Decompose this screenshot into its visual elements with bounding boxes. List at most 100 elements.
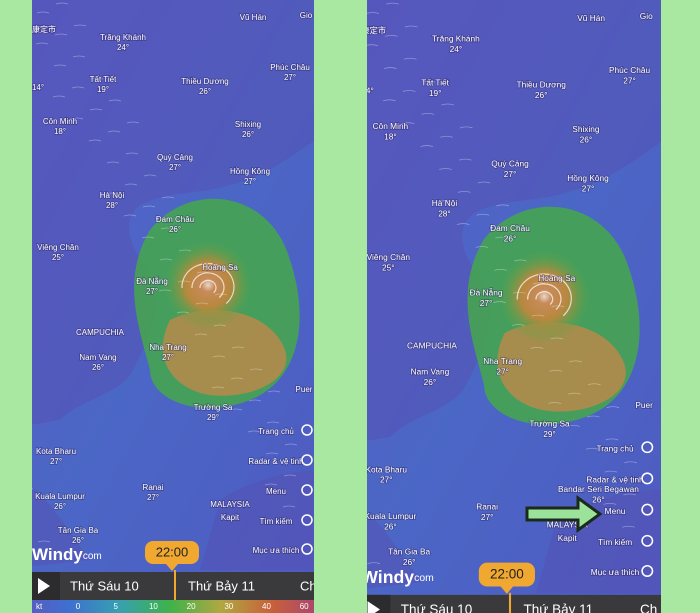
menu-icon[interactable] <box>301 454 313 466</box>
place-name: Gio <box>640 11 653 21</box>
place-name: Hà Nội <box>100 191 125 200</box>
menu-label[interactable]: Menu <box>604 505 627 517</box>
wind-streak <box>161 196 175 199</box>
wind-streak <box>441 103 454 106</box>
place-name: Phúc Châu <box>609 65 651 75</box>
place-temp: 27° <box>284 73 296 82</box>
day-label[interactable]: Thứ Bảy 11 <box>188 578 255 593</box>
wind-streak <box>267 390 281 393</box>
legend-unit: kt <box>36 602 43 611</box>
menu-icon[interactable] <box>641 472 654 485</box>
day-label[interactable]: Thứ Sáu 10 <box>70 578 139 593</box>
logo-domain: com <box>83 551 102 562</box>
wind-streak <box>196 271 210 274</box>
place-temp: 24° <box>117 43 129 52</box>
menu-icon[interactable] <box>641 441 654 454</box>
menu-icon[interactable] <box>641 534 654 547</box>
wind-streak <box>72 55 86 58</box>
wind-streak <box>142 205 156 208</box>
place-temp: 26° <box>242 130 254 139</box>
day-label[interactable]: Ch <box>300 578 317 593</box>
wind-streak <box>367 12 380 14</box>
place-name: Vũ Hán <box>240 13 267 22</box>
legend-stop: 30 <box>224 602 233 611</box>
day-label[interactable]: Thứ Bảy 11 <box>524 602 594 613</box>
place-name: Ranai <box>476 502 498 512</box>
wind-streak <box>476 213 490 216</box>
menu-label[interactable]: Trang chủ <box>257 426 294 437</box>
menu-icon[interactable] <box>301 484 313 496</box>
place-temp: 28° <box>438 208 451 218</box>
time-bubble[interactable] <box>478 562 535 587</box>
place-temp: 27° <box>496 367 509 377</box>
place-name: Puer <box>296 385 313 394</box>
time-bubble[interactable] <box>145 541 199 564</box>
wind-streak <box>247 430 261 433</box>
wind-streak <box>384 67 397 70</box>
wind-streak <box>401 122 415 125</box>
menu-label[interactable]: Menu <box>265 486 287 497</box>
menu-icon[interactable] <box>641 503 654 516</box>
storm <box>497 249 592 344</box>
legend-stop: 5 <box>113 602 118 611</box>
menu-label[interactable]: Mục ưa thích <box>590 566 640 578</box>
wind-streak <box>530 346 544 349</box>
menu-icon[interactable] <box>301 543 313 555</box>
wind-streak <box>54 33 68 36</box>
wind-streak <box>421 112 435 115</box>
day-label[interactable]: Thứ Sáu 10 <box>401 602 472 613</box>
wind-streak <box>623 493 636 496</box>
place-temp: 26° <box>535 90 548 100</box>
play-button[interactable] <box>367 601 380 613</box>
menu-icon[interactable] <box>301 514 313 526</box>
wind-streak <box>587 383 601 386</box>
place-temp: 27° <box>504 169 517 179</box>
wind-streak <box>567 424 580 427</box>
place-name: Kapit <box>558 533 578 543</box>
place-name: Ranai <box>143 483 164 492</box>
menu-label[interactable]: Tìm kiếm <box>597 536 633 548</box>
wind-streak <box>511 324 525 326</box>
place-temp: 27° <box>162 353 174 362</box>
wind-streak <box>195 302 209 305</box>
place-name: Phúc Châu <box>270 63 310 72</box>
play-area <box>32 572 60 600</box>
wind-streak <box>88 139 102 142</box>
place-name: Đà Nẵng <box>136 277 168 286</box>
place-name: Thiều Dương <box>517 79 567 89</box>
play-area <box>367 594 391 613</box>
place-name: Hồng Kông <box>230 167 270 176</box>
wind-streak <box>3 466 15 467</box>
wind-streak <box>495 236 509 239</box>
place-temp: 26° <box>504 233 517 243</box>
wind-streak <box>550 337 564 340</box>
place-name: Tân Gia Ba <box>388 546 430 556</box>
wind-streak <box>514 259 527 262</box>
wind-streak <box>440 135 453 138</box>
menu-label[interactable]: Tìm kiếm <box>259 516 294 527</box>
place-name: Côn Minh <box>43 117 77 126</box>
place-temp: 25° <box>52 253 64 262</box>
menu-icon[interactable] <box>301 424 313 436</box>
menu-label[interactable]: Radar & vệ tinh <box>248 456 305 467</box>
place-temp: 26° <box>54 502 66 511</box>
menu-icon[interactable] <box>641 564 654 577</box>
wind-streak <box>494 268 508 271</box>
menu-label[interactable]: Mục ưa thích <box>252 545 300 556</box>
place-temp: 26° <box>72 536 84 545</box>
menu-label[interactable]: Radar & vệ tinh <box>586 474 645 486</box>
logo-brand: Windy <box>361 567 414 587</box>
storm-spiral <box>181 262 235 305</box>
place-name: Kuala Lumpur <box>35 492 85 501</box>
place-name: Hoàng Sa <box>538 273 575 283</box>
wind-streak <box>456 223 470 226</box>
day-label[interactable]: Ch <box>640 602 657 613</box>
wind-streak <box>265 452 279 455</box>
place-temp: 25° <box>382 263 395 273</box>
timeline-bar <box>32 572 314 600</box>
menu-label[interactable]: Trang chủ <box>596 443 635 455</box>
play-button[interactable] <box>38 578 50 594</box>
